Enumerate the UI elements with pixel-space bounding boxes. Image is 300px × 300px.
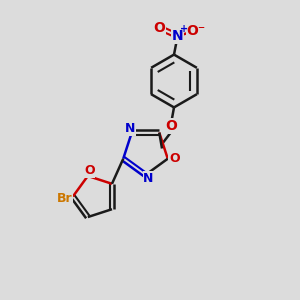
Text: N: N — [125, 122, 135, 136]
Text: +: + — [180, 24, 188, 34]
Text: O: O — [84, 164, 94, 177]
Text: N: N — [172, 29, 183, 43]
Text: O: O — [153, 21, 165, 34]
Text: Br: Br — [57, 192, 72, 206]
Text: O⁻: O⁻ — [187, 24, 206, 38]
Text: O: O — [169, 152, 180, 165]
Text: O: O — [166, 119, 178, 133]
Text: N: N — [143, 172, 154, 185]
